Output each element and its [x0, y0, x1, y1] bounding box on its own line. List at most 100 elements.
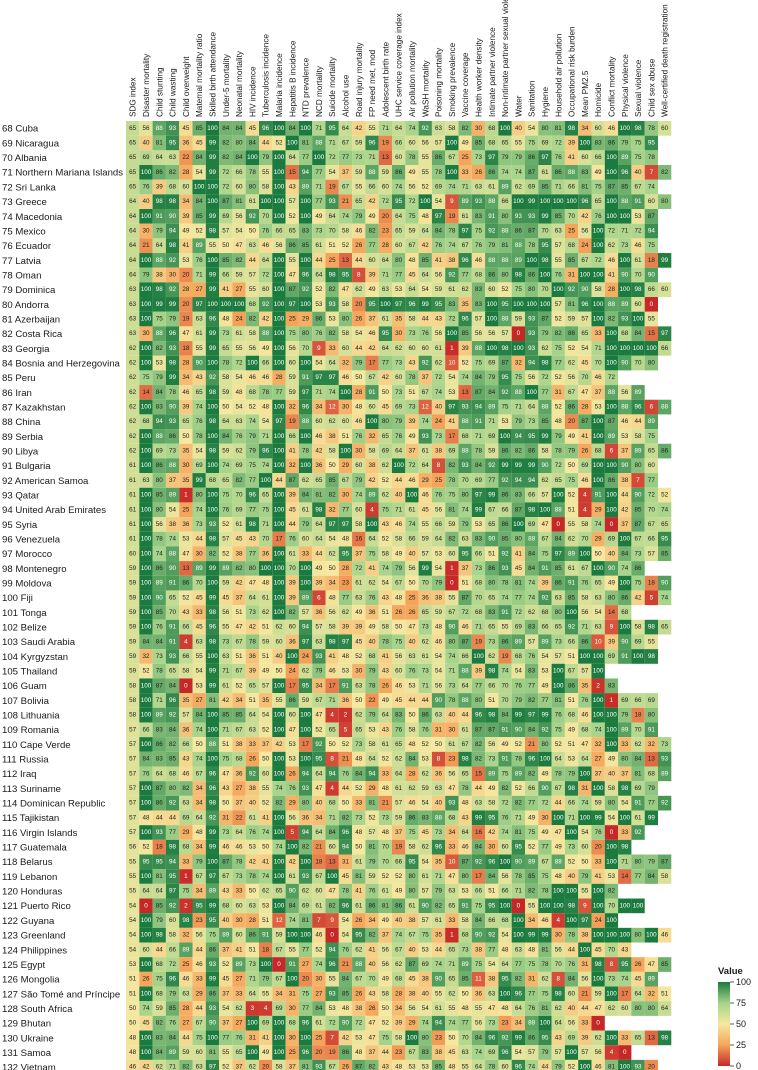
cell-value-label: 92	[448, 272, 456, 279]
heatmap-cell	[259, 165, 273, 180]
cell-value-label: 93	[302, 785, 310, 792]
cell-value-label: 79	[369, 712, 377, 719]
cell-value-label: 52	[528, 844, 536, 851]
cell-value-label: 66	[661, 345, 669, 352]
row-label: 125 Egypt	[2, 960, 46, 971]
cell-value-label: 88	[462, 418, 470, 425]
heatmap-cell	[165, 370, 180, 386]
cell-value-label: 65	[129, 125, 137, 132]
cell-value-label: 79	[196, 858, 204, 865]
cell-value-label: 49	[488, 785, 496, 792]
cell-value-label: 24	[289, 668, 297, 675]
heatmap-cell	[658, 194, 672, 210]
cell-value-label: 67	[488, 506, 496, 513]
cell-value-label: 88	[488, 257, 496, 264]
cell-value-label: 70	[302, 345, 310, 352]
heatmap-cell	[219, 326, 233, 342]
cell-value-label: 36	[182, 521, 190, 528]
heatmap-cell	[352, 223, 366, 239]
cell-value-label: 75	[382, 506, 390, 513]
heatmap-cell	[139, 297, 153, 312]
cell-value-label: 100	[553, 682, 564, 689]
cell-value-label: 8	[437, 756, 441, 763]
cell-value-label: 100	[513, 345, 524, 352]
cell-value-label: 26	[395, 609, 403, 616]
cell-value-label: 99	[209, 213, 217, 220]
cell-value-label: 80	[608, 594, 616, 601]
cell-value-label: 96	[262, 448, 270, 455]
cell-value-label: 50	[435, 741, 443, 748]
cell-value-label: 59	[369, 873, 377, 880]
cell-value-label: 84	[355, 770, 363, 777]
cell-value-label: 99	[475, 814, 483, 821]
cell-value-label: 79	[621, 712, 629, 719]
cell-value-label: 100	[207, 653, 218, 660]
cell-value-label: 92	[488, 228, 496, 235]
cell-value-label: 85	[222, 712, 230, 719]
cell-value-label: 64	[382, 345, 390, 352]
heatmap-cell	[511, 135, 525, 151]
cell-value-label: 63	[182, 990, 190, 997]
heatmap-cell	[511, 311, 525, 327]
cell-value-label: 100	[207, 580, 218, 587]
cell-value-label: 18	[156, 844, 164, 851]
cell-value-label: 68	[462, 433, 470, 440]
heatmap-cell	[165, 121, 180, 136]
cell-value-label: 12	[275, 917, 283, 924]
heatmap-cell	[338, 194, 353, 210]
cell-value-label: 19	[329, 184, 337, 191]
cell-value-label: 99	[209, 140, 217, 147]
cell-value-label: 92	[661, 800, 669, 807]
cell-value-label: 27	[196, 286, 204, 293]
cell-value-label: 54	[608, 814, 616, 821]
cell-value-label: 68	[462, 932, 470, 939]
heatmap-cell	[205, 209, 220, 224]
heatmap-cell	[285, 282, 299, 298]
heatmap-cell	[338, 253, 353, 268]
heatmap-cell	[338, 238, 353, 254]
cell-value-label: 99	[209, 330, 217, 337]
heatmap-cell	[205, 355, 220, 371]
cell-value-label: 54	[196, 169, 204, 176]
cell-value-label: 100	[300, 301, 311, 308]
heatmap-cell	[126, 253, 140, 268]
heatmap-cell	[658, 121, 672, 136]
cell-value-label: 92	[169, 286, 177, 293]
cell-value-label: 100	[619, 286, 630, 293]
cell-value-label: 68	[156, 990, 164, 997]
cell-value-label: 58	[608, 785, 616, 792]
cell-value-label: 83	[475, 213, 483, 220]
cell-value-label: 80	[488, 580, 496, 587]
cell-value-label: 100	[141, 624, 152, 631]
cell-value-label: 42	[369, 198, 377, 205]
heatmap-cell	[445, 341, 459, 356]
cell-value-label: 59	[129, 609, 137, 616]
cell-value-label: 100	[580, 946, 591, 953]
cell-value-label: 58	[408, 726, 416, 733]
cell-value-label: 100	[207, 257, 218, 264]
cell-value-label: 76	[515, 682, 523, 689]
heatmap-cell	[272, 209, 286, 224]
heatmap-cell	[458, 209, 472, 224]
cell-value-label: 48	[355, 756, 363, 763]
cell-value-label: 67	[568, 668, 576, 675]
cell-value-label: 69	[395, 404, 403, 411]
cell-value-label: 83	[528, 668, 536, 675]
cell-value-label: 38	[448, 257, 456, 264]
cell-value-label: 99	[169, 301, 177, 308]
cell-value-label: 86	[435, 154, 443, 161]
cell-value-label: 96	[488, 858, 496, 865]
cell-value-label: 93	[329, 990, 337, 997]
cell-value-label: 86	[209, 990, 217, 997]
cell-value-label: 100	[287, 976, 298, 983]
cell-value-label: 56	[435, 330, 443, 337]
cell-value-label: 57	[129, 800, 137, 807]
cell-value-label: 100	[274, 521, 285, 528]
cell-value-label: 60	[275, 638, 283, 645]
heatmap-cell	[285, 165, 299, 180]
heatmap-cell	[485, 267, 499, 283]
cell-value-label: 96	[209, 785, 217, 792]
cell-value-label: 60	[182, 184, 190, 191]
cell-value-label: 67	[342, 477, 350, 484]
